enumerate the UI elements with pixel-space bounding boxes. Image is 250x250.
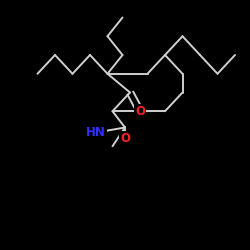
Text: O: O	[135, 105, 145, 118]
Text: HN: HN	[86, 126, 106, 139]
Text: O: O	[120, 132, 130, 145]
